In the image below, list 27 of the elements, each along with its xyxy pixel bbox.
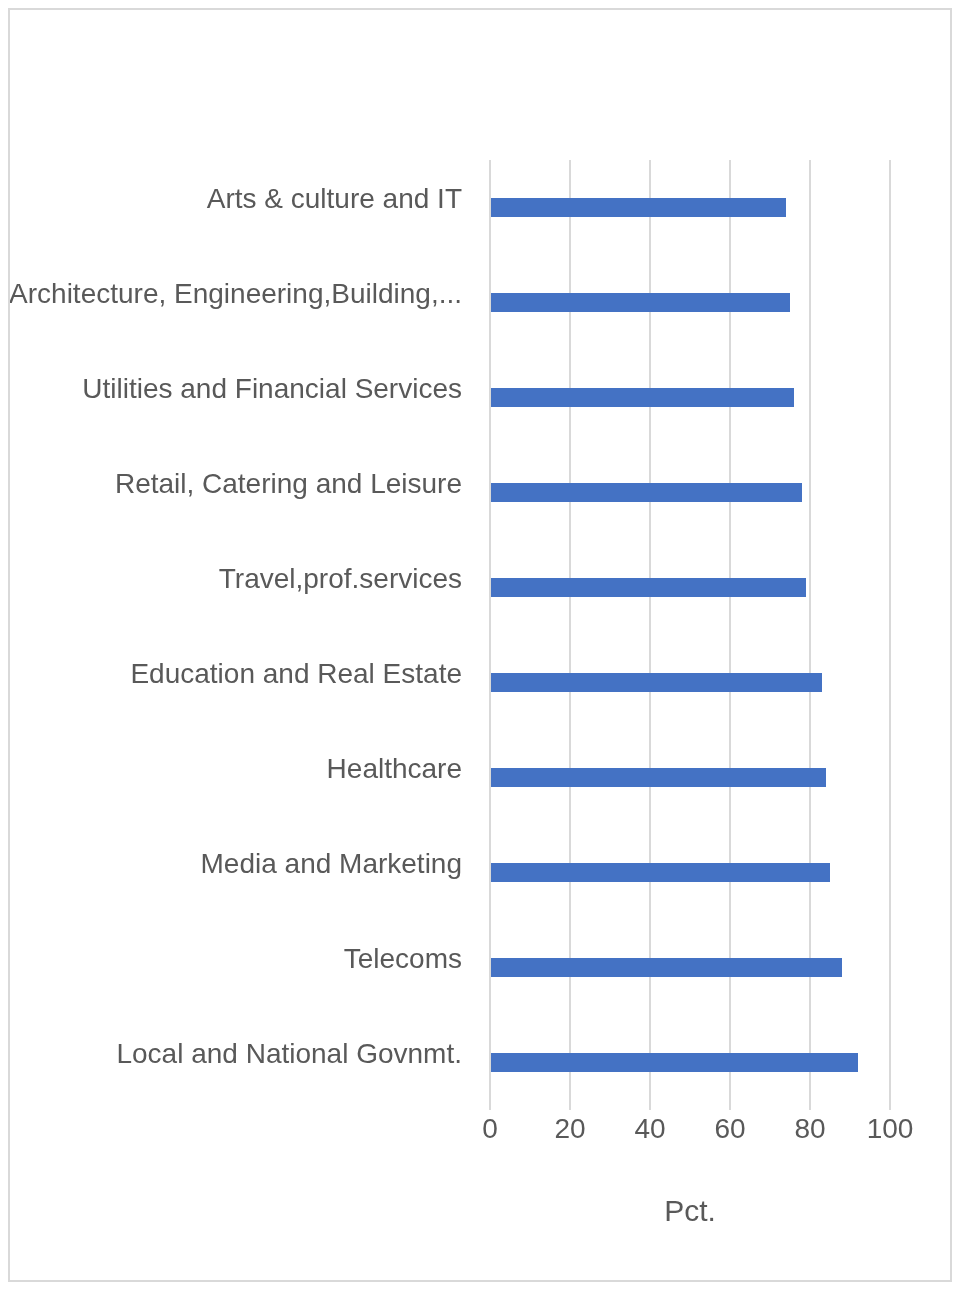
y-tick-label: Education and Real Estate xyxy=(130,657,462,689)
y-tick-label: Utilities and Financial Services xyxy=(82,372,462,404)
y-tick-label: Travel,prof.services xyxy=(218,562,462,594)
bar xyxy=(490,198,786,217)
x-tick-label: 60 xyxy=(714,1112,746,1144)
x-axis-title: Pct. xyxy=(664,1194,716,1228)
x-tick-label: 100 xyxy=(866,1112,914,1144)
x-tick-label: 40 xyxy=(634,1112,666,1144)
x-tick-label: 80 xyxy=(794,1112,826,1144)
x-tick-label: 0 xyxy=(482,1112,498,1144)
y-tick-label: Telecoms xyxy=(343,942,462,974)
y-tick-label: Media and Marketing xyxy=(200,847,462,879)
bar xyxy=(490,768,826,787)
y-tick-label: Healthcare xyxy=(326,752,462,784)
bar xyxy=(490,483,802,502)
bar xyxy=(490,578,806,597)
y-tick-label: Retail, Catering and Leisure xyxy=(114,467,462,499)
bar xyxy=(490,388,794,407)
y-tick-label: Local and National Govnmt. xyxy=(116,1037,462,1069)
bar xyxy=(490,958,842,977)
x-tick-label: 20 xyxy=(554,1112,586,1144)
bar xyxy=(490,1053,858,1072)
y-tick-label: Arts & culture and IT xyxy=(206,182,462,214)
bar xyxy=(490,673,822,692)
bar xyxy=(490,863,830,882)
bar xyxy=(490,293,790,312)
y-tick-label: Architecture, Engineering,Building,... xyxy=(9,277,462,309)
